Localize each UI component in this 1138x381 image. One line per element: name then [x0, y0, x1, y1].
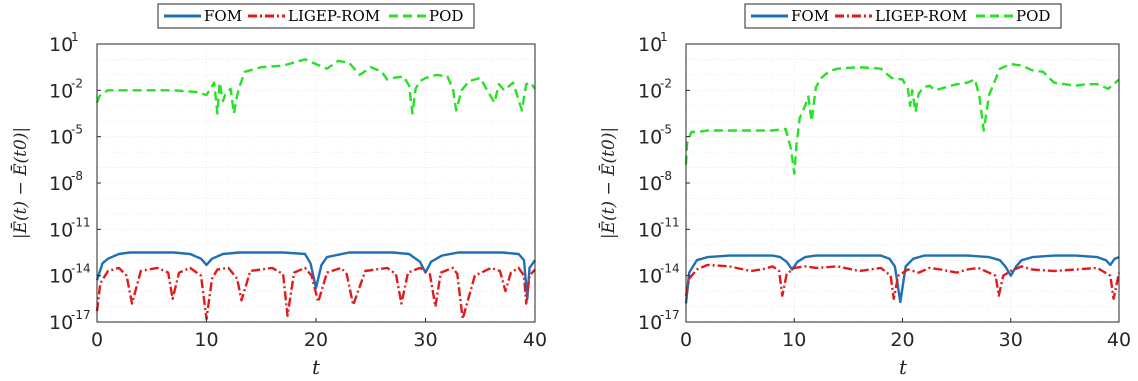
left-y-tick-label-base: 10	[49, 219, 73, 241]
right-y-tick-label-exponent: -11	[660, 215, 680, 229]
left-y-tick-label-base: 10	[49, 266, 73, 288]
left-series	[95, 58, 536, 321]
left-x-tick-label: 30	[413, 329, 437, 351]
right-series-fom-line	[684, 254, 1120, 304]
right-y-tick-label-exponent: -14	[660, 262, 680, 276]
right-x-tick-label: 0	[680, 329, 692, 351]
right-y-tick-label-base: 10	[638, 34, 662, 56]
right-series-ligep-rom-line	[684, 263, 1121, 300]
left-y-tick-label-exponent: -14	[71, 262, 91, 276]
right-series-pod-line	[684, 62, 1120, 175]
right-x-tick-label: 30	[999, 329, 1023, 351]
right-y-tick-label-exponent: -8	[660, 169, 672, 183]
right-y-tick-label-exponent: -17	[660, 308, 680, 322]
left-x-tick-label: 20	[304, 329, 328, 351]
right-y-tick-label-base: 10	[638, 219, 662, 241]
right-x-tick-label: 10	[782, 329, 806, 351]
left-y-tick-label-base: 10	[49, 173, 73, 195]
left-panel: 0 10 20 30 4010110-210-510-810-1110-1410-17 …	[10, 30, 547, 379]
left-x-axis-label: t	[312, 355, 321, 379]
right-y-axis-label: |Ē(t) − Ē(t0)|	[598, 127, 619, 239]
right-x-axis-label: t	[899, 355, 908, 379]
left-y-tick-label-base: 10	[49, 312, 73, 334]
right-y-tick-label-exponent: -5	[660, 123, 672, 137]
right-series	[684, 62, 1121, 304]
left-y-tick-label-exponent: -5	[71, 123, 83, 137]
right-y-tick-label-base: 10	[638, 80, 662, 102]
left-y-tick-label-exponent: -2	[71, 76, 83, 90]
right-legend-pod-label: POD	[1016, 7, 1050, 25]
right-y-tick-label-base: 10	[638, 312, 662, 334]
left-legend-pod-label: POD	[429, 7, 463, 25]
left-x-tick-label: 40	[523, 329, 547, 351]
right-legend: FOM LIGEP-ROM POD	[744, 3, 1062, 29]
left-x-tick-label: 10	[194, 329, 218, 351]
left-y-tick-label-exponent: -11	[71, 215, 91, 229]
right-x-tick-label: 20	[890, 329, 914, 351]
left-y-tick-label-exponent: -17	[71, 308, 91, 322]
left-series-pod-line	[95, 58, 536, 115]
left-grid	[96, 43, 536, 323]
left-y-tick-label-base: 10	[49, 34, 73, 56]
right-legend-ligep-label: LIGEP-ROM	[875, 7, 967, 25]
left-series-ligep-rom-line	[95, 266, 536, 321]
right-y-tick-label-base: 10	[638, 266, 662, 288]
left-legend-fom-label: FOM	[204, 7, 242, 25]
left-y-axis-label: |Ē(t) − Ē(t0)|	[10, 127, 31, 239]
right-x-tick-label: 40	[1107, 329, 1131, 351]
right-y-tick-label-exponent: 1	[660, 30, 668, 44]
left-y-tick-label-base: 10	[49, 80, 73, 102]
right-legend-fom-label: FOM	[791, 7, 829, 25]
left-legend: FOM LIGEP-ROM POD	[157, 3, 475, 29]
right-y-tick-label-base: 10	[638, 127, 662, 149]
right-y-tick-label-base: 10	[638, 173, 662, 195]
left-y-tick-label-exponent: 1	[71, 30, 79, 44]
left-x-tick-label: 0	[91, 329, 103, 351]
right-panel: 0 10 20 30 4010110-210-510-810-1110-1410-17 …	[598, 30, 1131, 379]
right-y-tick-label-exponent: -2	[660, 76, 672, 90]
left-y-tick-label-exponent: -8	[71, 169, 83, 183]
left-series-fom-line	[95, 251, 536, 300]
left-legend-ligep-label: LIGEP-ROM	[288, 7, 380, 25]
left-y-tick-label-base: 10	[49, 127, 73, 149]
